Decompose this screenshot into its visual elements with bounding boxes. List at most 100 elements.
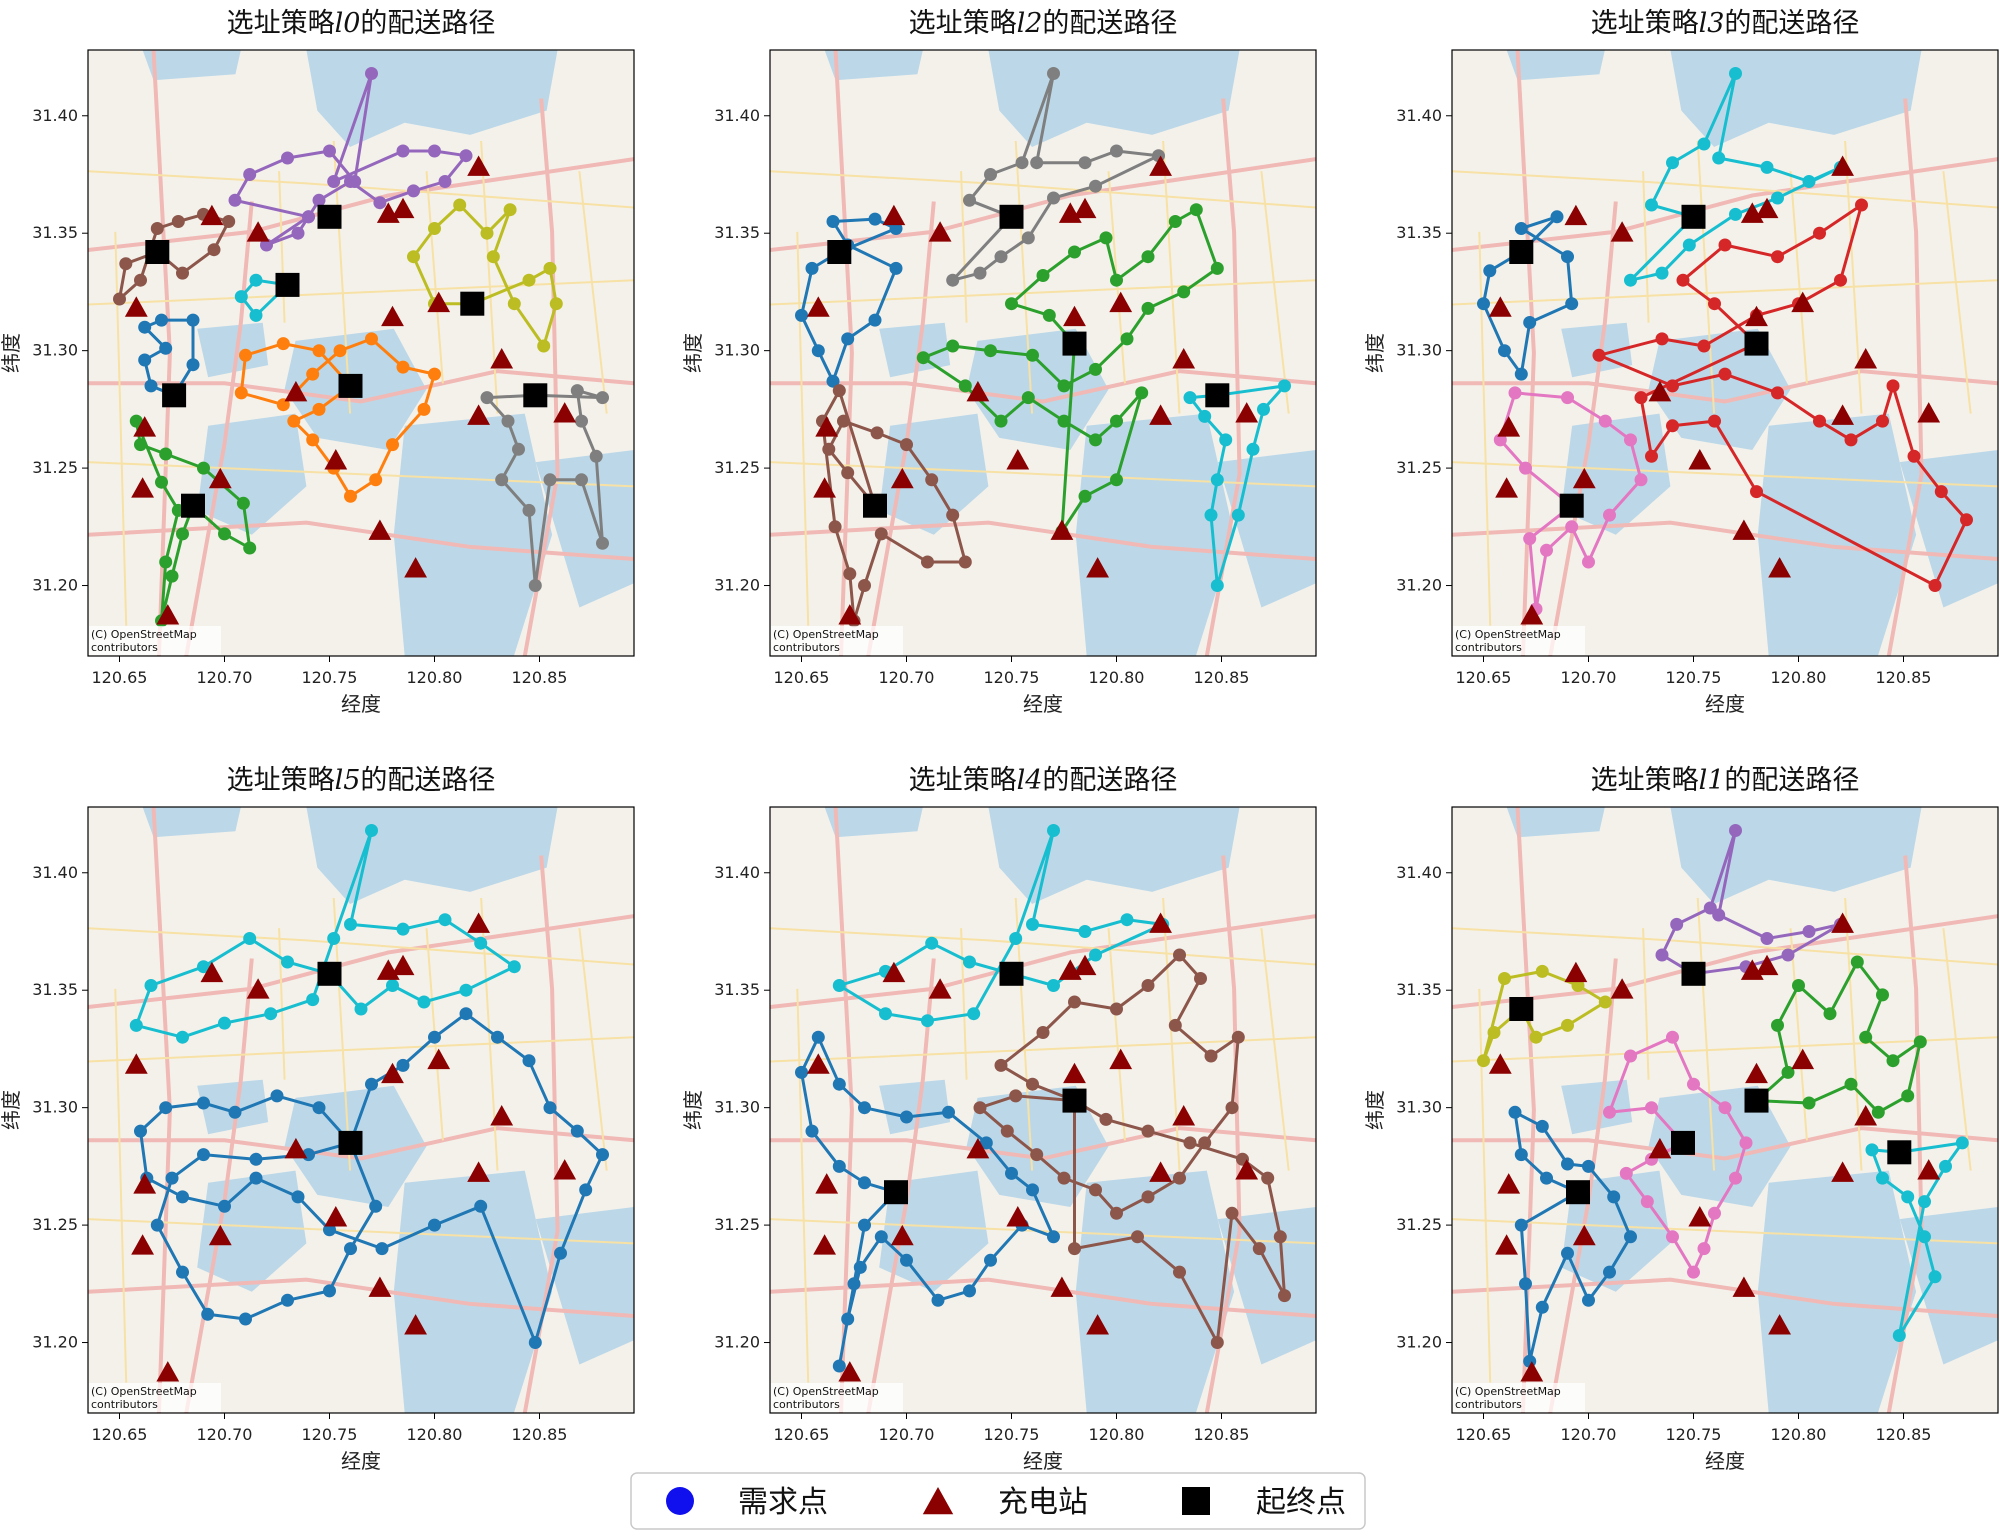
demand-point-marker	[958, 379, 972, 393]
demand-point-marker	[1498, 972, 1511, 985]
charging-station-marker	[806, 1053, 830, 1074]
demand-point-marker	[1934, 485, 1948, 499]
depot-marker	[1744, 1088, 1769, 1113]
demand-point-marker	[201, 1307, 215, 1321]
charging-station-marker	[1854, 1105, 1878, 1126]
demand-point-marker	[1000, 1124, 1014, 1138]
plot-frame	[87, 49, 635, 657]
charging-station-marker	[246, 221, 270, 242]
demand-point-marker	[1760, 932, 1774, 945]
demand-point-marker	[1141, 250, 1155, 264]
y-tick-label: 31.40	[32, 106, 78, 125]
demand-point-marker	[1026, 348, 1039, 362]
demand-point-marker	[973, 1101, 987, 1115]
demand-point-marker	[575, 414, 588, 428]
demand-point-marker	[1666, 156, 1679, 170]
y-tick-label: 31.35	[32, 980, 78, 999]
demand-point-marker	[1907, 449, 1921, 463]
map-fade	[88, 50, 634, 656]
demand-point-marker	[1781, 948, 1795, 962]
attribution-backdrop	[771, 1383, 903, 1412]
demand-point-marker	[165, 1171, 179, 1185]
map-minor-road	[1642, 171, 1650, 323]
demand-point-marker	[176, 1265, 189, 1279]
demand-point-marker	[973, 266, 987, 280]
demand-point-marker	[396, 1058, 410, 1072]
charging-station-marker	[200, 204, 224, 226]
demand-point-marker	[407, 250, 420, 264]
depots	[317, 961, 363, 1155]
demand-point-marker	[858, 1218, 871, 1232]
legend-charging-marker	[922, 1487, 954, 1515]
demand-point-marker	[306, 433, 320, 447]
demand-point-marker	[291, 1190, 305, 1204]
demand-point-marker	[1047, 824, 1060, 837]
depot-marker	[1681, 204, 1706, 229]
demand-point-marker	[1771, 191, 1784, 205]
panel-title: 选址策略l2的配送路径	[909, 8, 1178, 39]
demand-point-marker	[1624, 1230, 1637, 1244]
demand-point-marker	[1955, 1136, 1969, 1150]
demand-point-marker	[1561, 391, 1574, 405]
title-suffix: 的配送路径	[1724, 765, 1859, 796]
demand-point-marker	[889, 222, 903, 235]
title-strategy-id: l0	[335, 8, 361, 39]
x-tick-label: 120.70	[1561, 668, 1617, 687]
demand-point-marker	[119, 257, 133, 271]
demand-point-marker	[365, 1077, 378, 1091]
demand-point-marker	[841, 1312, 855, 1326]
demand-point-marker	[1189, 203, 1203, 217]
demand-point-marker	[113, 292, 126, 306]
demand-point-marker	[1110, 414, 1123, 428]
charging-station-marker	[1854, 348, 1878, 369]
charging-station-marker	[1610, 221, 1634, 242]
map-minor-road	[278, 171, 286, 323]
x-tick-label: 120.80	[1089, 1425, 1145, 1444]
charging-station-marker	[200, 961, 224, 983]
map-minor-road	[1014, 140, 1034, 414]
demand-point-marker	[554, 1246, 567, 1260]
charging-station-marker	[882, 204, 906, 226]
demand-point-marker	[868, 313, 882, 327]
charging-station-marker	[124, 296, 148, 317]
depots	[884, 961, 1087, 1205]
demand-point-marker	[1598, 414, 1612, 428]
demand-point-marker	[528, 579, 542, 592]
demand-point-marker	[1030, 1148, 1044, 1162]
demand-point-marker	[942, 1105, 955, 1119]
x-tick-label: 120.70	[1561, 1425, 1617, 1444]
demand-point-marker	[474, 1199, 488, 1213]
charging-stations	[1488, 155, 1941, 625]
demand-point-marker	[369, 473, 383, 487]
demand-point-marker	[438, 913, 452, 927]
demand-point-marker	[1141, 1190, 1155, 1204]
x-ticks: 120.65 120.70 120.75 120.80 120.85	[92, 656, 567, 687]
demand-point-marker	[228, 1105, 242, 1119]
charging-station-marker	[1564, 961, 1588, 983]
plot-frame	[769, 49, 1317, 657]
demand-point-marker	[1676, 273, 1690, 287]
demand-point-marker	[159, 1101, 173, 1115]
title-prefix: 选址策略	[909, 8, 1017, 39]
lake-jinji	[1648, 328, 1791, 450]
charging-station-marker	[1572, 1224, 1596, 1246]
demand-point-marker	[239, 348, 252, 362]
demand-point-marker	[853, 1260, 867, 1274]
demand-point-marker	[1273, 1230, 1287, 1244]
x-axis-label: 经度	[341, 1449, 381, 1473]
map-background	[88, 50, 634, 656]
demand-point-marker	[1598, 995, 1612, 1009]
demand-point-marker	[543, 261, 557, 275]
y-tick-label: 31.30	[1396, 1098, 1442, 1117]
x-tick-label: 120.85	[512, 1425, 568, 1444]
map-minor-road	[114, 988, 128, 1383]
depots	[1509, 204, 1769, 518]
route-line-2	[1482, 969, 1607, 1063]
legend-demand-marker	[666, 1487, 694, 1515]
x-tick-label: 120.75	[984, 1425, 1040, 1444]
charging-station-marker	[1610, 978, 1634, 999]
demand-point-marker	[994, 250, 1008, 264]
demand-point-marker	[841, 332, 855, 346]
demand-point-marker	[1168, 1018, 1182, 1032]
y-ticks: 31.20 31.25 31.30 31.35 31.40	[1396, 863, 1452, 1352]
